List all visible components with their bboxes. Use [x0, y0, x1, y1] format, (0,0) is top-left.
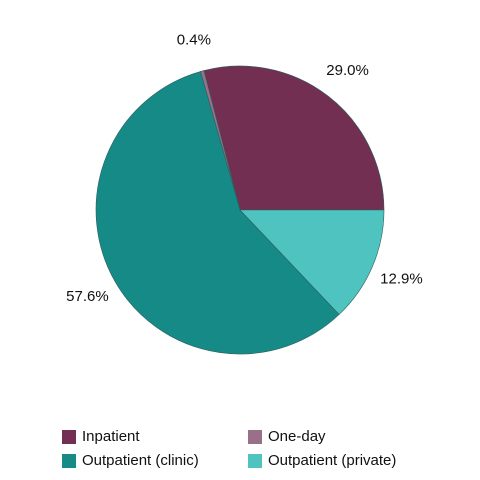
value-label: 29.0%: [326, 62, 369, 79]
pie-slice: [95, 71, 340, 355]
legend-label: Outpatient (private): [268, 452, 396, 469]
legend-label: Inpatient: [82, 428, 140, 445]
legend-swatch: [248, 454, 262, 468]
legend-label: Outpatient (clinic): [82, 452, 199, 469]
pie-slice: [239, 209, 385, 315]
legend-swatch: [62, 430, 76, 444]
value-label: 12.9%: [380, 270, 423, 287]
value-label: 0.4%: [177, 31, 211, 48]
legend-swatch: [248, 430, 262, 444]
value-label: 57.6%: [66, 288, 109, 305]
pie-slice: [203, 65, 385, 211]
legend-label: One-day: [268, 428, 326, 445]
legend-swatch: [62, 454, 76, 468]
